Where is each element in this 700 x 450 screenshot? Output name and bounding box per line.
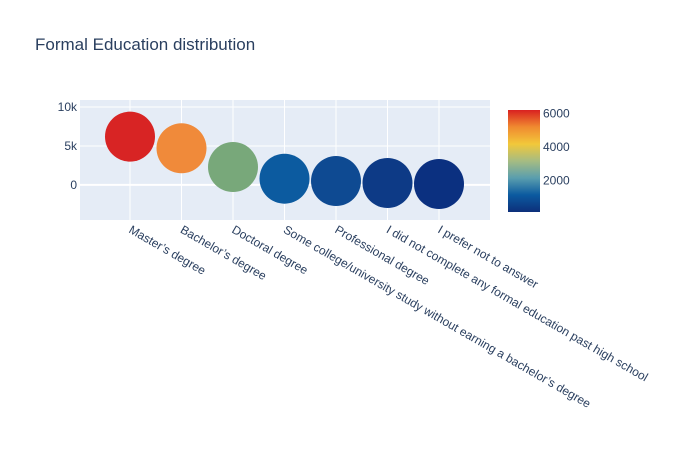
bubble: [208, 142, 258, 193]
bubble: [156, 123, 207, 174]
bubble: [311, 156, 361, 207]
bubble: [105, 111, 155, 162]
bubble: [259, 153, 310, 204]
colorbar-tick-label: 6000: [543, 106, 570, 120]
y-tick-label: 0: [70, 178, 77, 192]
colorbar-ticks: 2000 4000 6000: [543, 106, 570, 187]
colorbar-gradient: [508, 110, 540, 212]
chart-title: Formal Education distribution: [35, 35, 255, 54]
x-tick-label: Bachelor’s degree: [178, 222, 269, 283]
y-axis-ticks: 0 5k 10k: [58, 100, 78, 192]
y-tick-label: 10k: [58, 100, 78, 114]
colorbar-tick-label: 4000: [543, 140, 570, 154]
bubble: [362, 157, 413, 208]
y-tick-label: 5k: [64, 139, 78, 153]
colorbar: 2000 4000 6000: [508, 106, 570, 212]
bubble: [414, 159, 464, 209]
colorbar-tick-label: 2000: [543, 173, 570, 187]
bubbles: [105, 111, 464, 209]
